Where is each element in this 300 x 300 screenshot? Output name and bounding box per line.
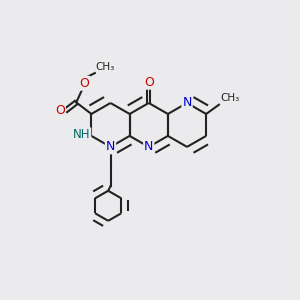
- Text: O: O: [55, 104, 65, 117]
- Text: CH₃: CH₃: [220, 93, 239, 103]
- Text: NH: NH: [73, 128, 90, 141]
- Text: CH₃: CH₃: [96, 62, 115, 72]
- Text: O: O: [80, 77, 89, 90]
- Text: O: O: [144, 76, 154, 89]
- Text: N: N: [182, 97, 192, 110]
- Text: N: N: [144, 140, 153, 153]
- Text: N: N: [106, 140, 115, 153]
